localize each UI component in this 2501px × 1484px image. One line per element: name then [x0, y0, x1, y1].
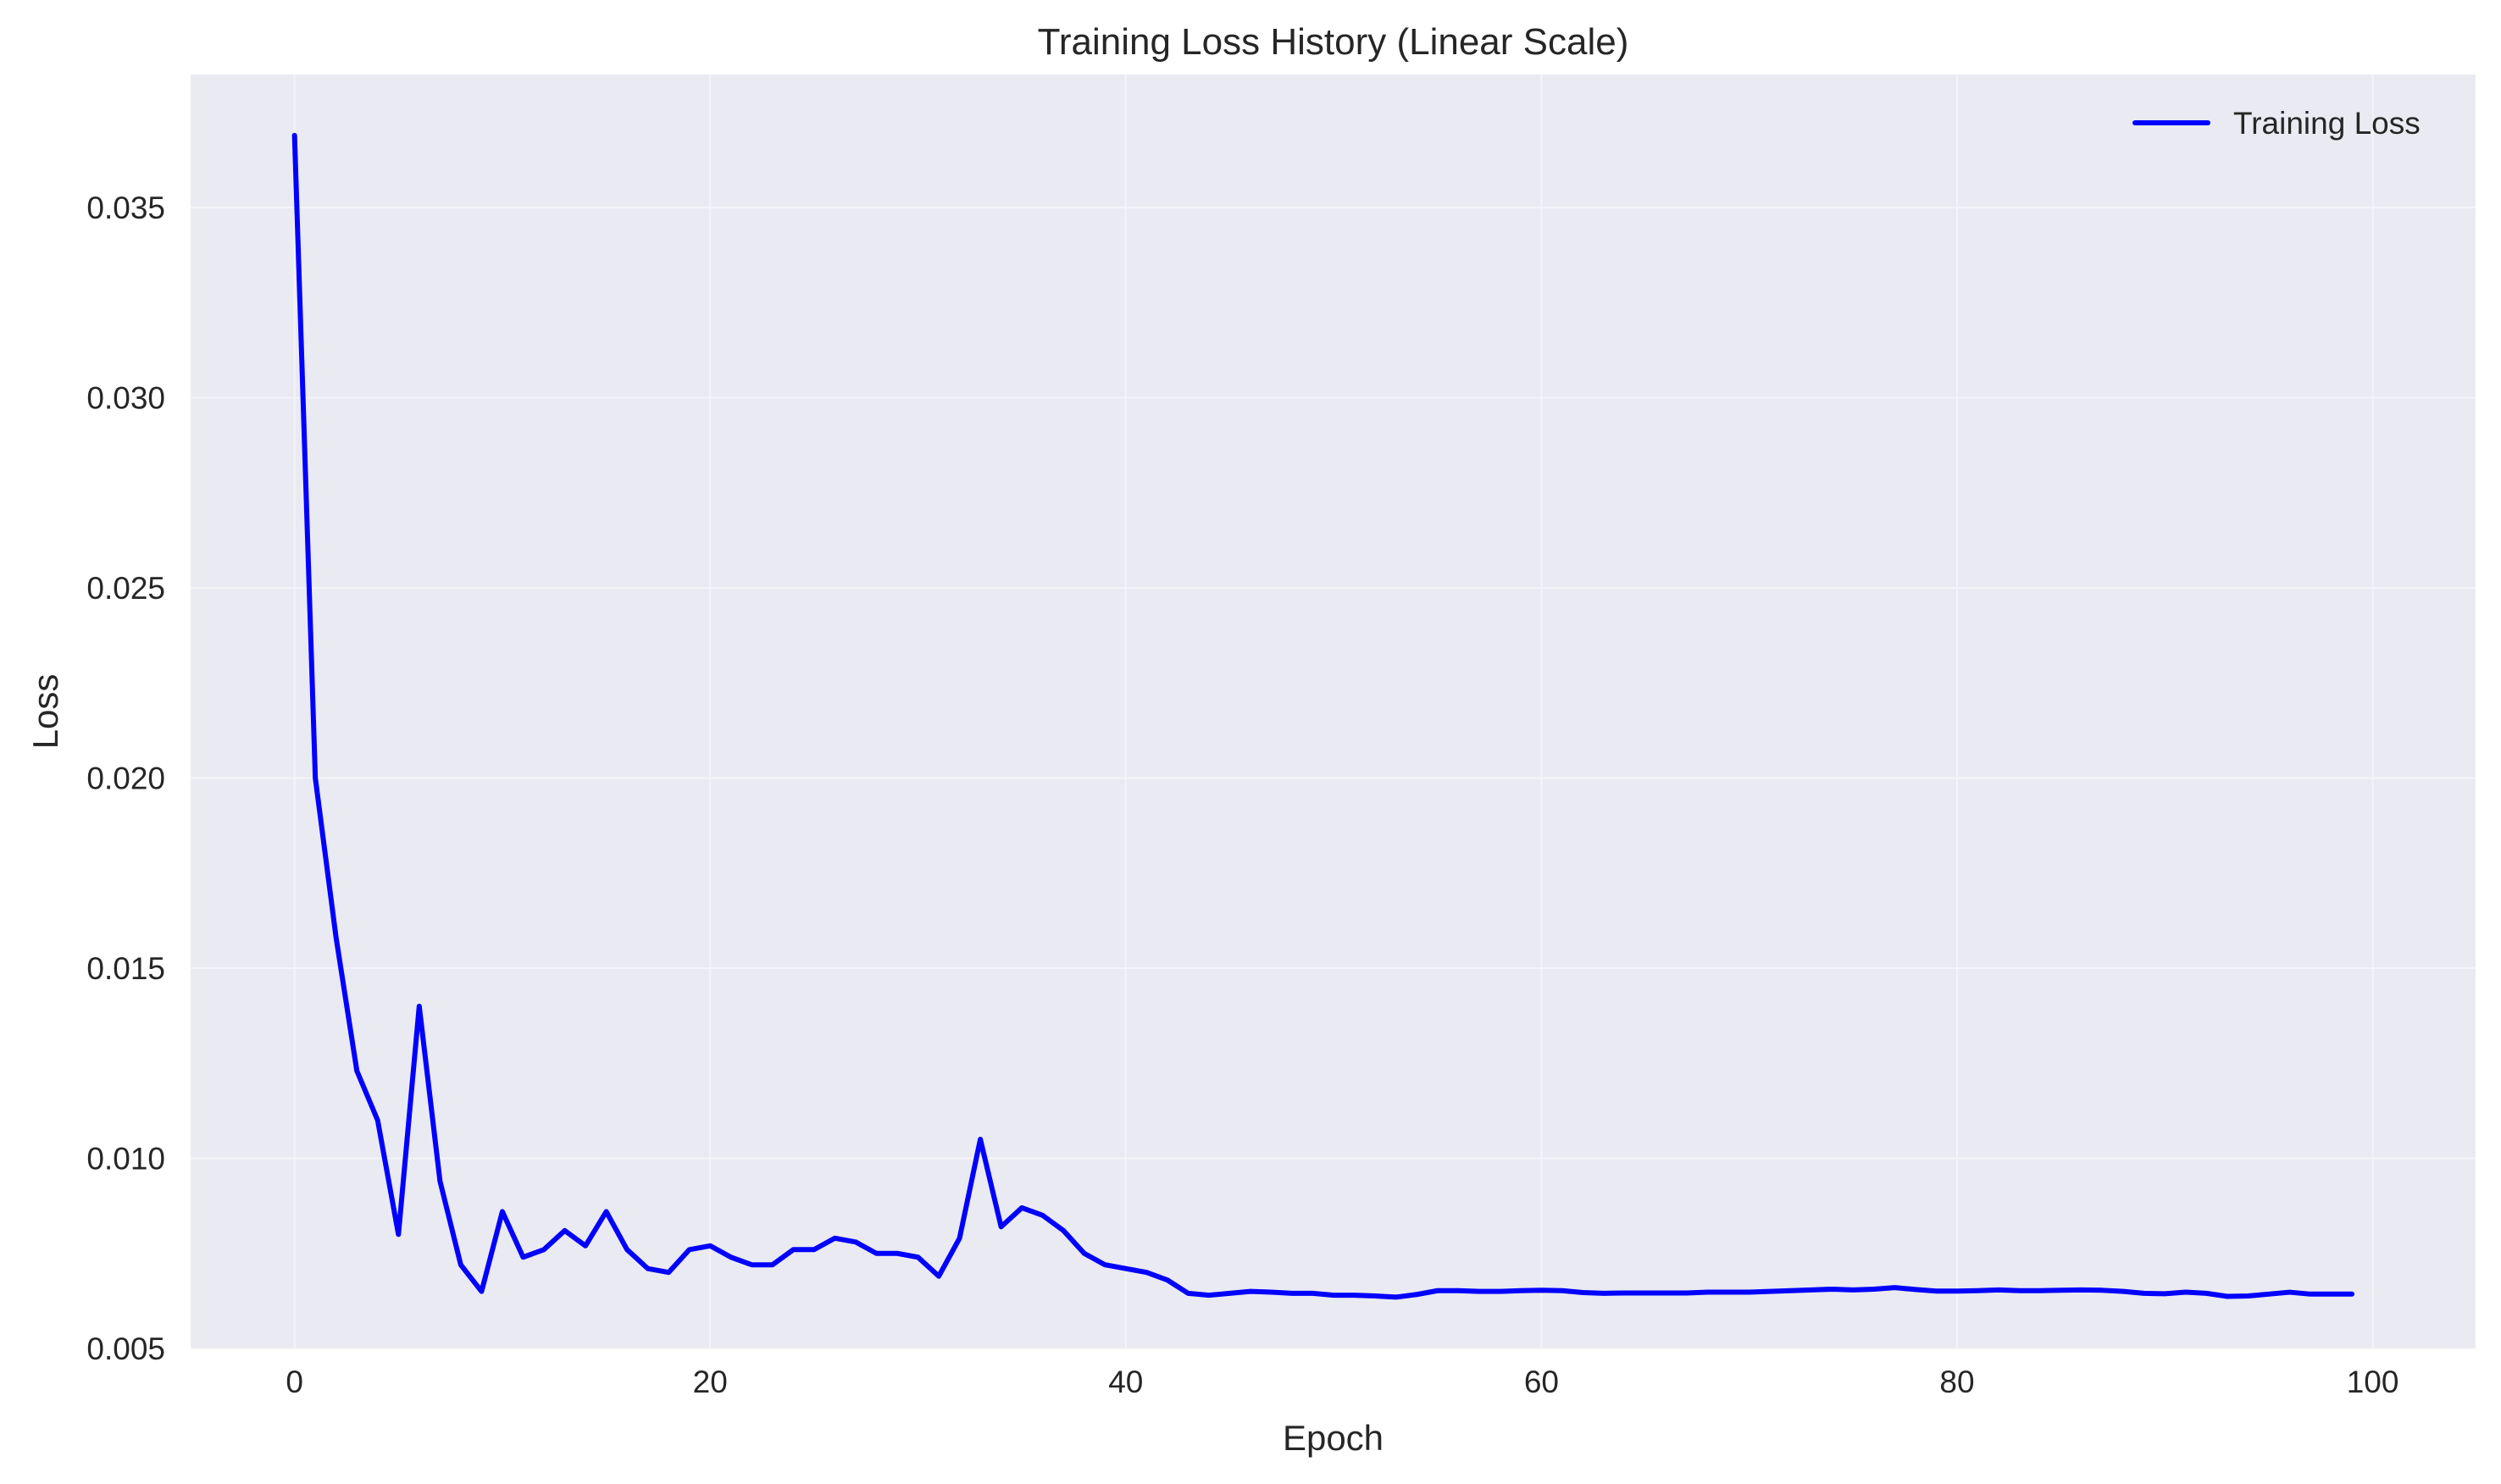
y-tick-label: 0.005 — [86, 1332, 165, 1366]
x-tick-label: 60 — [1524, 1365, 1559, 1399]
x-axis-ticks: 0 20 40 60 80 100 — [286, 1365, 2398, 1399]
y-tick-label: 0.025 — [86, 571, 165, 606]
x-tick-label: 100 — [2347, 1365, 2399, 1399]
grid — [191, 75, 2476, 1349]
series-line-training-loss — [291, 132, 2355, 1300]
y-axis-ticks: 0.005 0.010 0.015 0.020 0.025 0.030 0.035 — [86, 191, 165, 1366]
plot-area — [191, 75, 2476, 1348]
series-layer — [291, 132, 2355, 1300]
x-tick-label: 20 — [693, 1365, 728, 1399]
y-tick-label: 0.035 — [86, 191, 165, 225]
y-tick-label: 0.015 — [86, 951, 165, 986]
x-axis-label: Epoch — [1283, 1418, 1384, 1458]
legend: Training Loss — [2132, 106, 2421, 141]
y-tick-label: 0.030 — [86, 381, 165, 416]
chart-title: Training Loss History (Linear Scale) — [1038, 21, 1629, 63]
x-tick-label: 80 — [1939, 1365, 1974, 1399]
y-tick-label: 0.010 — [86, 1142, 165, 1177]
x-tick-label: 40 — [1108, 1365, 1143, 1399]
y-tick-label: 0.020 — [86, 761, 165, 796]
legend-label-training-loss: Training Loss — [2233, 106, 2421, 141]
x-tick-label: 0 — [286, 1365, 303, 1399]
y-axis-label: Loss — [25, 674, 65, 750]
